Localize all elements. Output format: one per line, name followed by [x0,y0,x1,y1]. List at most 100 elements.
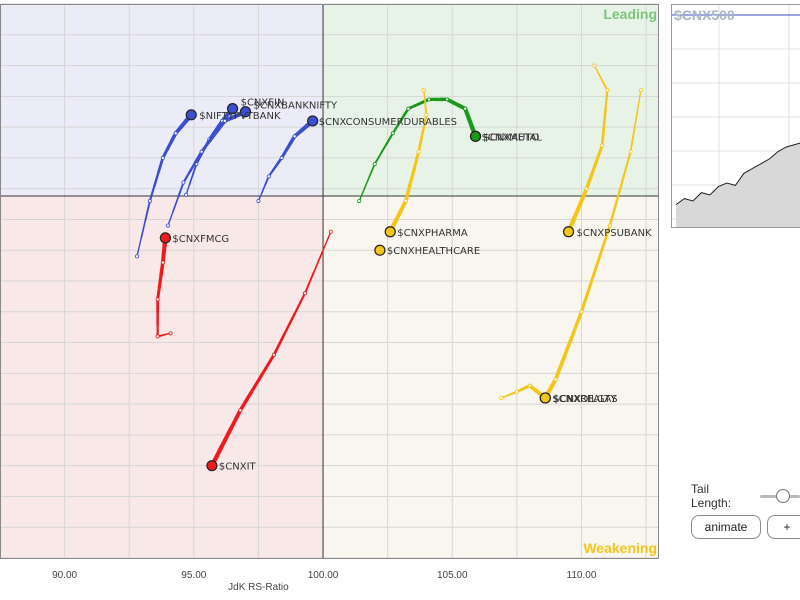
tail-point [292,134,297,139]
rotation-tails [134,63,643,472]
x-axis-ticks: 90.00 95.00 100.00 105.00 110.00 [52,570,597,581]
symbol-label-cnxpsubank: $CNXPSUBANK [577,228,653,239]
benchmark-chart: JulOct [672,5,800,227]
tail-point [600,143,605,148]
plus-button[interactable]: + [767,515,800,539]
symbol-label-cnxfmcg: $CNXFMCG [172,234,229,245]
tail-segment [633,109,639,133]
tail-point [160,155,165,160]
tail-segment [312,251,324,274]
tail-point [302,291,307,296]
symbol-label-cnxmetal: $CNXMETAL [482,132,543,143]
x-axis-label: JdK RS-Ratio [228,582,289,593]
tail-point [514,389,519,394]
head-point-cnxpharma[interactable] [384,226,396,238]
tail-point [155,297,160,302]
tail-point [406,106,411,111]
plot-border [0,4,659,559]
tail-point [579,309,584,314]
tail-cnxrealty [499,383,551,404]
tail-point [173,131,178,136]
animate-button[interactable]: animate [691,515,761,539]
quadrant-weakening [323,196,659,558]
tail-point [553,377,558,382]
tail-segment [600,125,606,147]
symbol-label-niftypvtbank: $NIFTYPVTBANK [199,111,281,122]
center-lines [0,4,659,558]
head-point-cnxfmcg[interactable] [159,232,171,244]
tail-point [266,174,271,179]
tail-point [416,149,421,154]
tail-point [372,162,377,167]
tail-point [238,408,243,413]
tail-point [390,131,395,136]
tail-point [134,254,139,259]
tail-cnxfmcg [155,232,173,339]
head-point-cnxauto[interactable] [469,130,482,142]
tail-point [155,334,160,339]
head-point-cnxpsubank[interactable] [562,226,575,238]
tail-point [607,223,612,228]
tail-point [184,192,189,197]
tail-point [160,260,165,265]
tail-point [426,97,431,102]
tail-point [445,97,450,102]
tail-point [357,198,362,203]
tail-point [256,198,261,203]
tail-point [463,106,468,111]
tail-point [499,395,504,400]
tail-point [328,229,333,234]
tail-point [421,88,426,93]
tail-point [605,88,610,93]
x-tick-label: 110.00 [567,570,597,581]
quadrant-lagging [0,196,324,558]
tail-point [147,198,152,203]
tail-point [584,186,589,191]
head-point-cnxbanknifty[interactable] [239,106,252,118]
tail-length-slider[interactable] [760,489,800,503]
symbol-label-cnxauto: $CNXAUTO [484,132,540,143]
symbol-label-cnxbanknifty: $CNXBANKNIFTY [254,101,339,112]
head-point-cnxconsumerdurables[interactable] [307,115,319,127]
head-point-cnxhealthcare[interactable] [374,244,386,256]
tail-cnxpharma [384,88,429,238]
tail-cnxhealthcare [374,244,386,256]
symbol-label-cnxoilgas: $CNXOILGAS [553,394,617,405]
symbol-label-cnxrealty: $CNXREALTY [552,394,617,405]
tail-segment [423,97,427,108]
head-point-niftypvtbank[interactable] [185,109,197,121]
quadrant-label-weakening: Weakening [583,540,657,556]
tail-cnxauto [469,130,482,142]
head-point-cnxit[interactable] [206,460,218,472]
symbol-label-cnxconsumerdurables: $CNXCONSUMERDURABLES [319,117,457,128]
quadrant-label-leading: Leading [603,6,657,22]
slider-handle[interactable] [776,489,791,503]
tail-segment [602,107,607,129]
tail-point [168,331,173,336]
tail-point [403,198,408,203]
x-tick-label: 105.00 [437,570,468,581]
tail-cnxconsumerdurables [256,115,319,203]
tail-niftypvtbank [134,109,197,259]
quadrant-leading [323,4,659,197]
tail-point [628,149,633,154]
tail-length-label: Tail Length: [691,482,732,510]
tail-point [638,88,643,93]
tail-point [165,223,170,228]
symbol-label-cnxhealthcare: $CNXHEALTHCARE [387,246,480,257]
head-point-cnxrealty[interactable] [539,392,551,404]
tail-cnxit [206,229,333,472]
head-point-cnxfin[interactable] [226,103,239,115]
x-tick-label: 90.00 [52,570,77,581]
tail-segment [157,273,163,289]
symbol-label-cnxpharma: $CNXPHARMA [397,228,468,239]
symbol-label-cnxfin: $CNXFIN [241,98,285,109]
tail-point [199,149,204,154]
tail-cnxbanknifty [165,106,252,228]
x-tick-label: 95.00 [181,570,206,581]
tail-point [271,352,276,357]
tail-segment [589,252,602,285]
x-tick-label: 100.00 [308,570,339,581]
tail-point [279,155,284,160]
